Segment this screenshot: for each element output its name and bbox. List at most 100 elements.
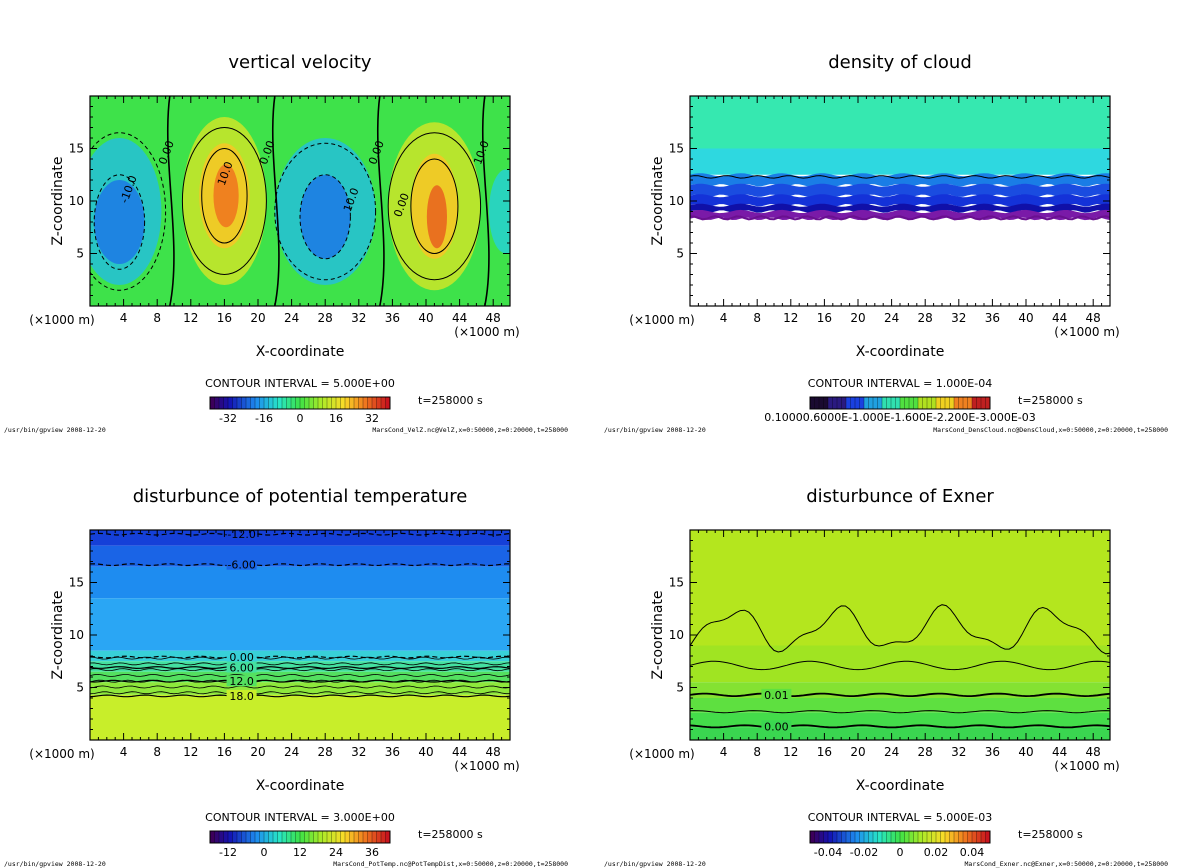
colorbar-cell — [967, 397, 973, 409]
colorbar-tick-label: 0.02 — [924, 846, 949, 859]
footer-right: MarsCond_VelZ.nc@VelZ,x=0:50000,z=0:2000… — [372, 426, 568, 434]
field-cell — [90, 598, 510, 651]
field-cell — [489, 169, 510, 254]
field-cell — [690, 203, 1110, 213]
x-tick-label: 40 — [418, 745, 433, 759]
time-label: t=258000 s — [1018, 828, 1083, 841]
colorbar-cell — [841, 831, 847, 843]
x-unit-label-right: (×1000 m) — [454, 325, 519, 339]
colorbar-cell — [309, 831, 314, 843]
footer-left: /usr/bin/gpview 2008-12-20 — [604, 860, 706, 868]
colorbar-cell — [223, 397, 229, 409]
contour-line — [90, 655, 510, 659]
contour-line — [690, 660, 1110, 671]
contour-line — [274, 142, 377, 281]
colorbar-cell — [918, 397, 923, 409]
field-cell — [90, 650, 510, 662]
colorbar-cell — [837, 831, 842, 843]
colorbar-cell — [255, 831, 260, 843]
colorbar-cell — [250, 397, 256, 409]
x-tick-label: 8 — [753, 745, 761, 759]
x-unit-label-right: (×1000 m) — [1054, 759, 1119, 773]
colorbar-cell — [358, 831, 364, 843]
colorbar-cell — [237, 831, 242, 843]
colorbar-tick-label: 24 — [329, 846, 343, 859]
colorbar-cell — [264, 831, 269, 843]
colorbar-cell — [313, 831, 319, 843]
colorbar-cell — [268, 831, 274, 843]
time-label: t=258000 s — [418, 828, 483, 841]
colorbar-cell — [873, 831, 878, 843]
footer-left: /usr/bin/gpview 2008-12-20 — [4, 860, 106, 868]
field-cell — [690, 96, 1110, 149]
colorbar-cell — [273, 397, 278, 409]
colorbar-cell — [904, 397, 910, 409]
colorbar-cell — [828, 831, 833, 843]
x-tick-label: 40 — [418, 311, 433, 325]
x-tick-label: 44 — [452, 311, 467, 325]
y-tick-label: 15 — [69, 576, 84, 590]
colorbar-cell — [327, 831, 332, 843]
x-tick-label: 40 — [1018, 311, 1033, 325]
x-tick-label: 32 — [351, 311, 366, 325]
colorbar-cell — [877, 831, 883, 843]
contour-line — [90, 532, 510, 536]
y-axis-label: Z-coordinate — [50, 156, 66, 245]
y-tick-label: 5 — [676, 681, 684, 695]
colorbar-cell — [354, 831, 359, 843]
colorbar-cell — [372, 831, 377, 843]
contour-label-bg — [226, 675, 257, 687]
colorbar-tick-label: 12 — [293, 846, 307, 859]
colorbar-tick-label: -0.04 — [814, 846, 842, 859]
x-tick-label: 24 — [884, 311, 899, 325]
contour-line — [90, 666, 510, 670]
colorbar-cell — [846, 831, 851, 843]
colorbar-cell — [237, 397, 242, 409]
y-tick-label: 5 — [76, 681, 84, 695]
x-tick-label: 12 — [183, 745, 198, 759]
colorbar-cell — [255, 397, 260, 409]
colorbar-cell — [927, 397, 932, 409]
panel-potential-temperature: disturbunce of potential temperature -12.… — [0, 434, 600, 868]
x-tick-label: 32 — [351, 745, 366, 759]
colorbar-cell — [814, 397, 820, 409]
colorbar-cell — [273, 831, 278, 843]
colorbar-cell — [900, 831, 905, 843]
field-layer — [690, 96, 1110, 306]
colorbar-cell — [823, 831, 829, 843]
contour-line — [410, 158, 459, 254]
colorbar-cell — [345, 397, 350, 409]
x-tick-label: 28 — [318, 311, 333, 325]
contour-label-bg — [226, 661, 257, 673]
colorbar-cell — [381, 397, 386, 409]
x-unit-label-left: (×1000 m) — [629, 747, 694, 761]
colorbar — [209, 830, 391, 844]
colorbar-cell — [363, 831, 368, 843]
x-tick-label: 32 — [951, 745, 966, 759]
x-tick-label: 48 — [1086, 745, 1101, 759]
colorbar-cell — [304, 831, 310, 843]
panel-vertical-velocity: vertical velocity 0.00 -10.0 10.0 0.00 0.00 10… — [0, 0, 600, 434]
time-label: t=258000 s — [1018, 394, 1083, 407]
colorbar-cell — [210, 831, 215, 843]
x-tick-label: 36 — [385, 311, 400, 325]
colorbar-cell — [918, 831, 923, 843]
contour-line — [387, 132, 482, 281]
colorbar-frame — [809, 396, 991, 410]
colorbar-cell — [886, 397, 892, 409]
x-tick-label: 44 — [1052, 311, 1067, 325]
y-axis-label: Z-coordinate — [50, 590, 66, 679]
colorbar-cell — [945, 831, 950, 843]
field-cell — [690, 530, 1110, 646]
x-tick-label: 8 — [753, 311, 761, 325]
colorbar-cell — [246, 397, 251, 409]
colorbar-cell — [963, 831, 968, 843]
contour-line — [90, 691, 510, 695]
colorbar-cell — [819, 397, 824, 409]
colorbar-cell — [859, 397, 865, 409]
colorbar-cell — [841, 397, 847, 409]
colorbar-tick-label: 0.04 — [960, 846, 985, 859]
contour-line — [90, 679, 510, 683]
colorbar-tick-label: 0 — [897, 846, 904, 859]
colorbar-cell — [814, 831, 820, 843]
